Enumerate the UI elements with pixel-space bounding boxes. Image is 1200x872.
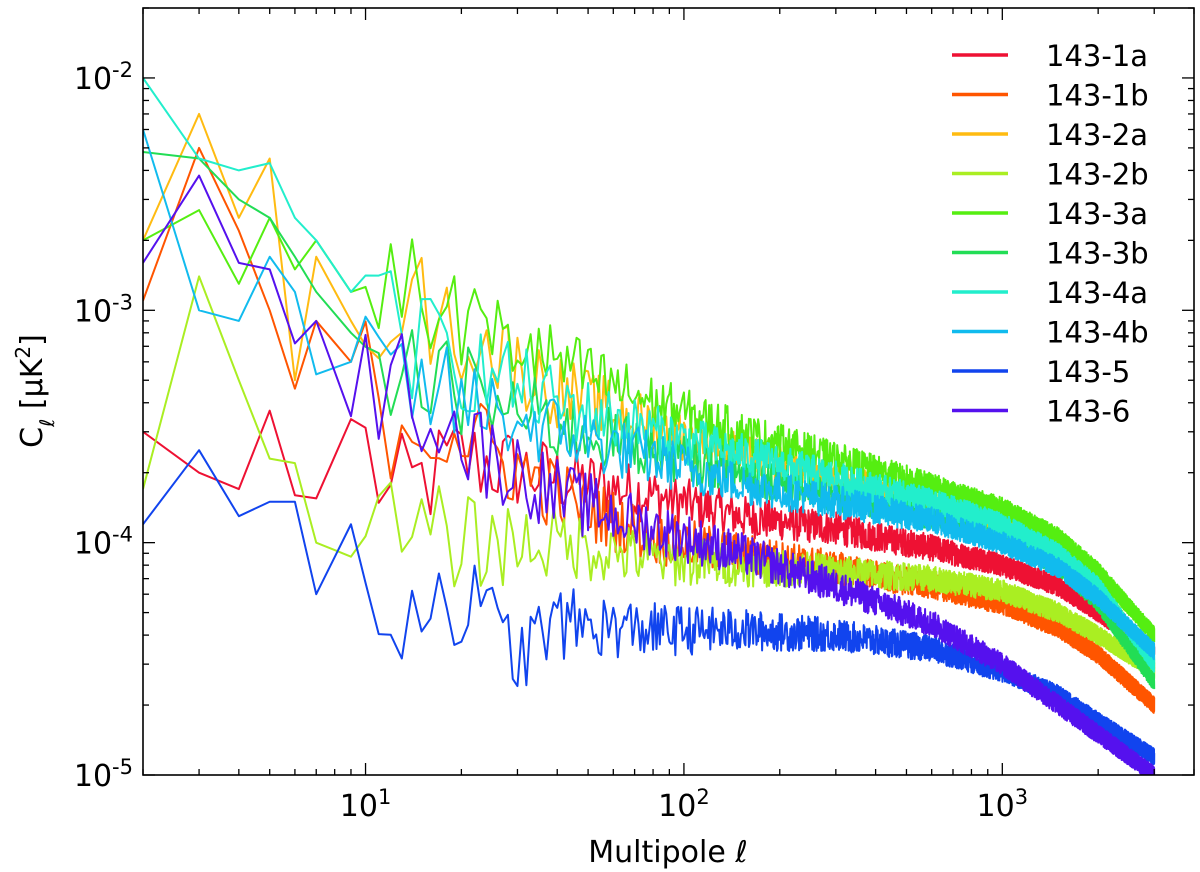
series-line-7 bbox=[143, 129, 1156, 661]
legend-label-0: 143-1a bbox=[1046, 39, 1148, 73]
series-line-8 bbox=[143, 449, 1156, 766]
y-tick-label: 10-3 bbox=[74, 290, 133, 329]
series-line-3 bbox=[143, 275, 1156, 681]
tick-layer bbox=[142, 7, 1195, 776]
series-line-9 bbox=[143, 174, 1156, 775]
legend-label-2: 143-2a bbox=[1046, 118, 1148, 152]
x-tick-label: 101 bbox=[340, 785, 392, 824]
x-tick-label: 103 bbox=[977, 785, 1029, 824]
x-tick-label: 102 bbox=[658, 785, 710, 824]
legend-label-6: 143-4a bbox=[1046, 276, 1148, 310]
legend-label-1: 143-1b bbox=[1046, 79, 1149, 113]
y-axis-label: Cℓ [μK2] bbox=[11, 334, 59, 448]
series-layer bbox=[143, 77, 1156, 775]
series-line-4 bbox=[143, 209, 1156, 643]
plot-frame bbox=[142, 7, 1195, 776]
legend-label-7: 143-4b bbox=[1046, 316, 1149, 350]
legend-label-8: 143-5 bbox=[1046, 355, 1130, 389]
y-tick-label: 10-4 bbox=[74, 523, 133, 562]
tick-label-layer: 101 102 103 10-5 10-4 10-3 10-2 bbox=[74, 58, 1028, 824]
legend-label-5: 143-3b bbox=[1046, 237, 1149, 271]
y-tick-label: 10-2 bbox=[74, 58, 133, 97]
legend-label-3: 143-2b bbox=[1046, 158, 1149, 192]
x-axis-label: Multipole ℓ bbox=[588, 835, 747, 870]
legend-label-4: 143-3a bbox=[1046, 197, 1148, 231]
legend-label-9: 143-6 bbox=[1046, 395, 1130, 429]
y-tick-label: 10-5 bbox=[74, 755, 133, 794]
legend: 143-1a 143-1b 143-2a 143-2b 143-3a 143-3b 143-… bbox=[952, 39, 1149, 429]
